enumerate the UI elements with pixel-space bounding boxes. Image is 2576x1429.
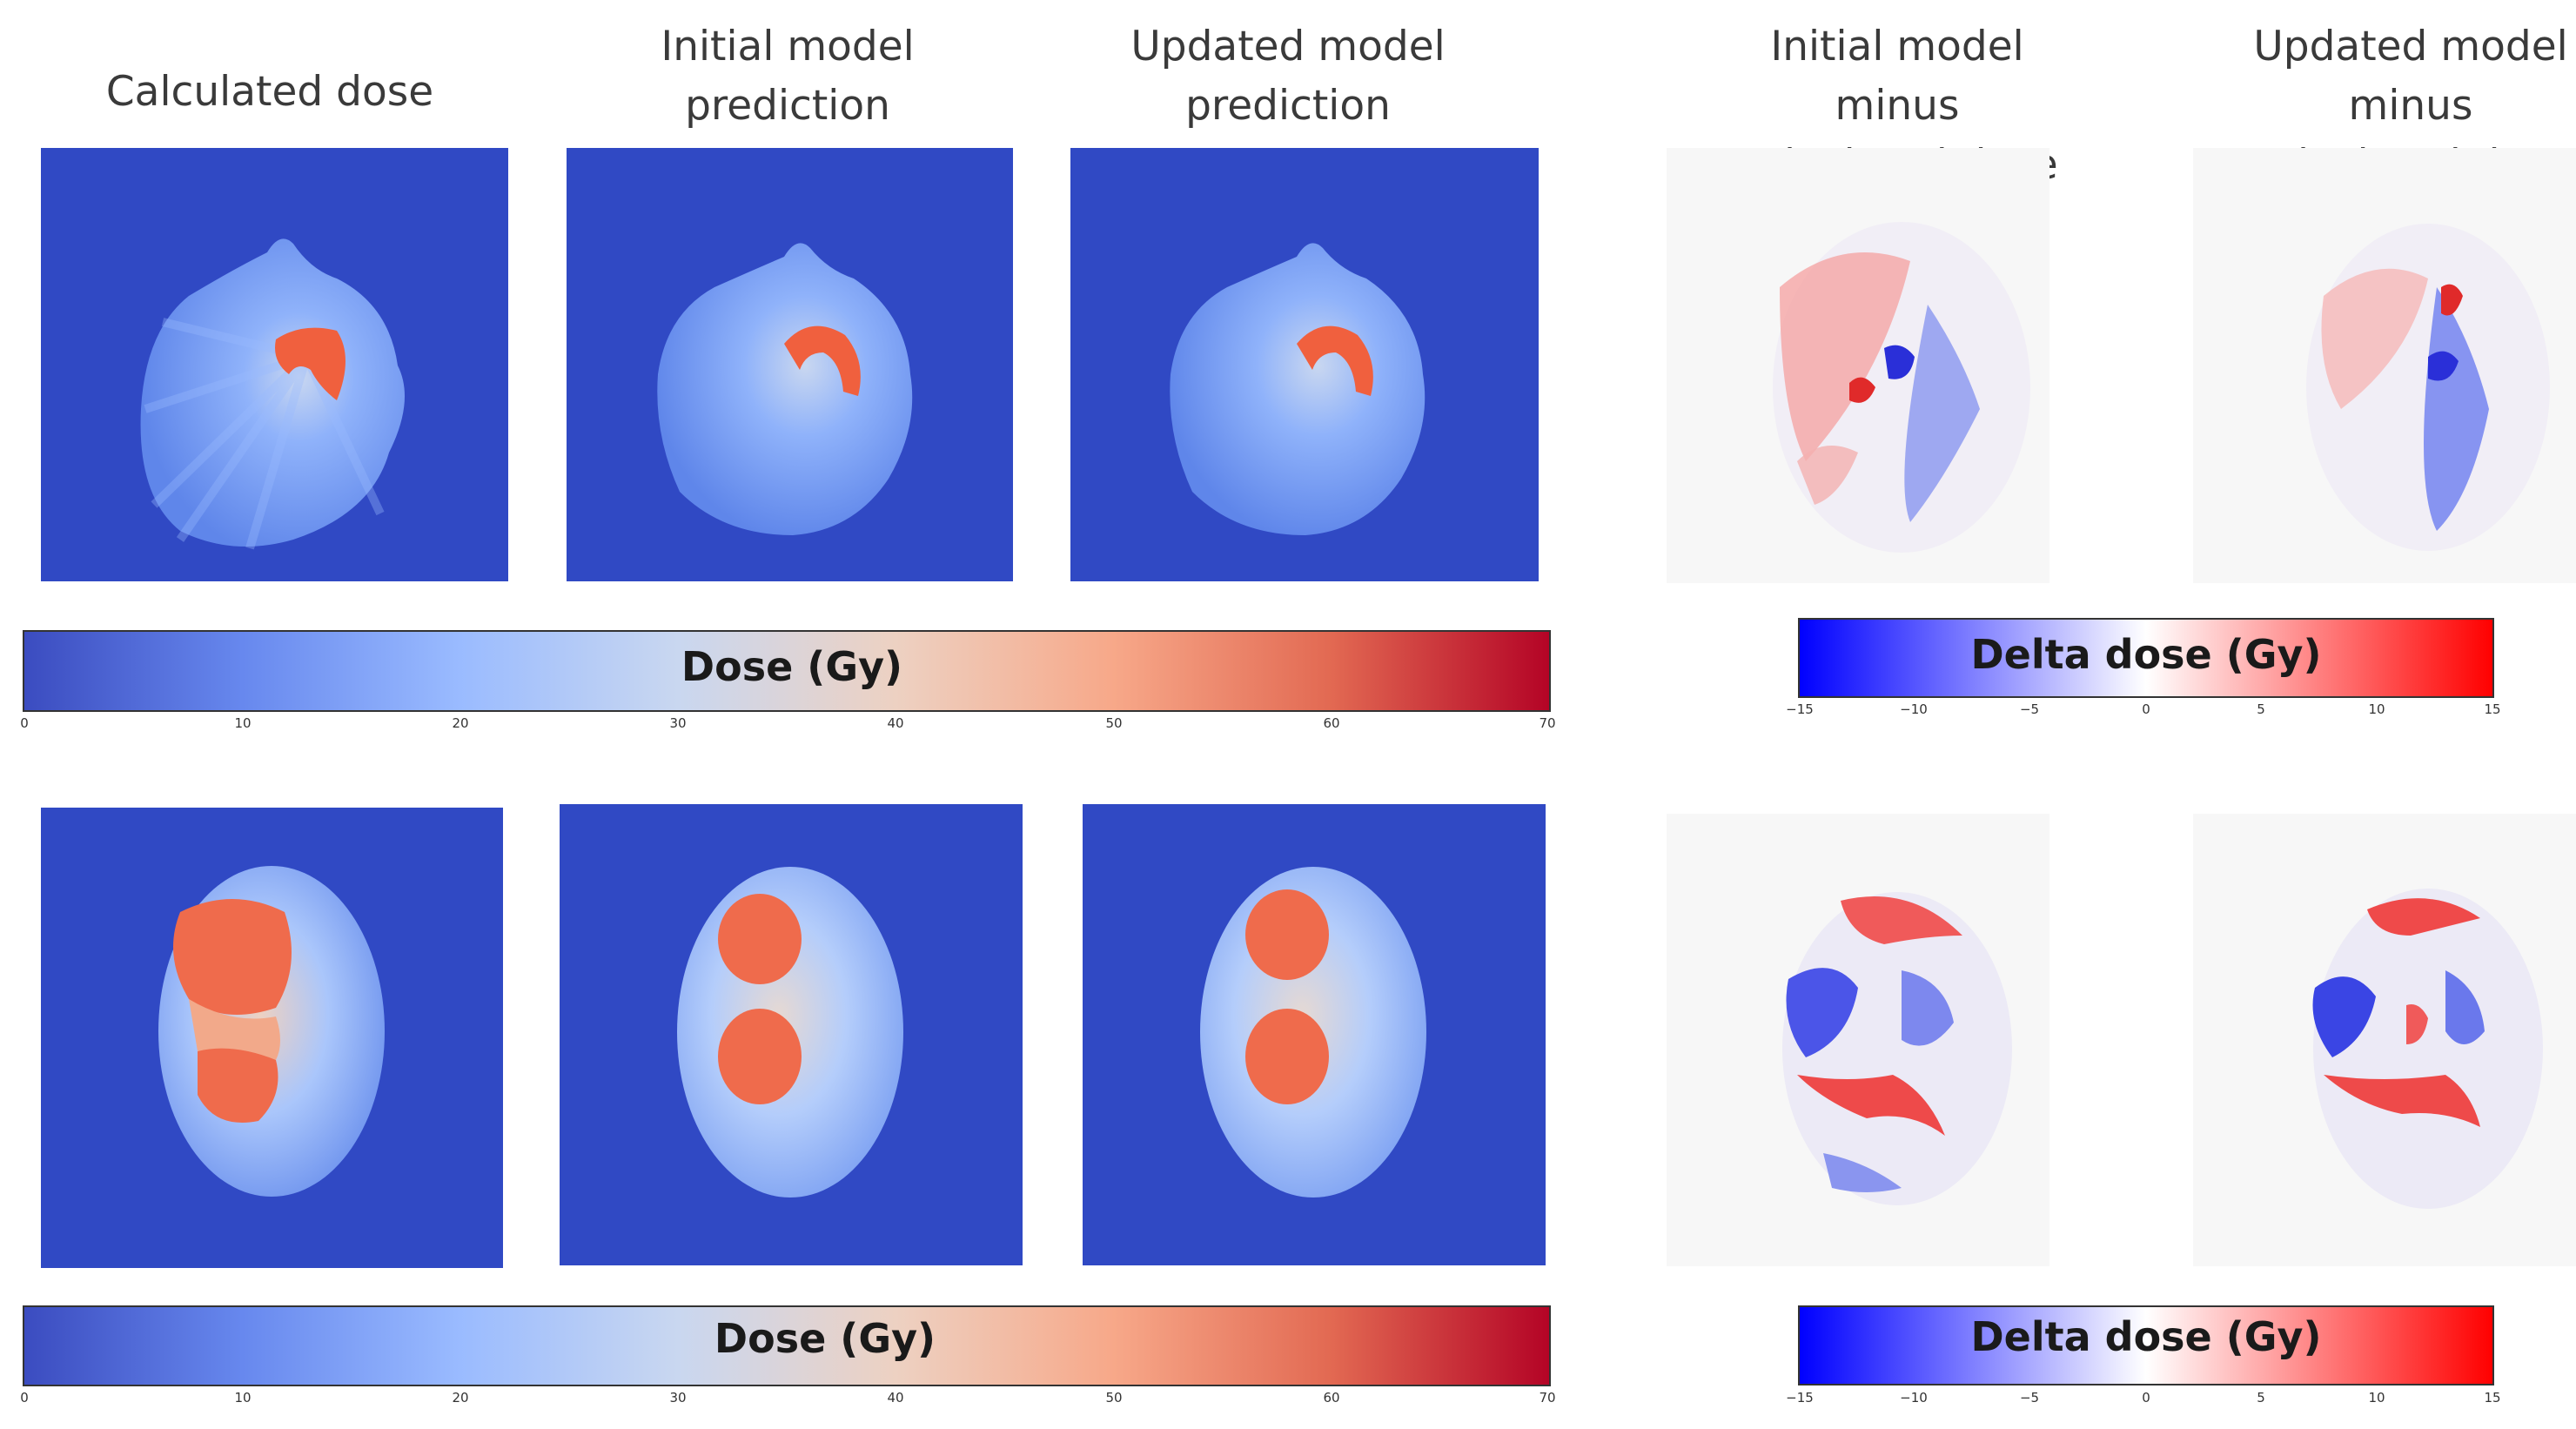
dose-tick: 70 [1539, 1390, 1556, 1406]
delta-colorbar-row1 [1798, 618, 2494, 698]
dose-tick: 30 [669, 715, 687, 731]
delta-tick: −5 [2019, 1390, 2040, 1406]
delta-tick: 0 [2142, 701, 2150, 717]
dose-colorbar-row2 [23, 1305, 1551, 1386]
delta-tick: 10 [2368, 701, 2385, 717]
delta-tick: 15 [2484, 701, 2501, 717]
title-updated-prediction: Updated model prediction [1130, 23, 1446, 130]
delta-colorbar-label-row2: Delta dose (Gy) [1970, 1313, 2322, 1360]
dose-tick: 50 [1105, 715, 1123, 731]
delta-tick: 5 [2257, 701, 2265, 717]
dose-map-updated-row2 [1083, 804, 1546, 1265]
dose-tick: 0 [20, 715, 29, 731]
delta-tick: −10 [1900, 1390, 1928, 1406]
dose-map-calculated-row2 [41, 808, 503, 1268]
delta-map-updated-row2 [2193, 814, 2576, 1266]
dose-tick: 40 [887, 1390, 904, 1406]
delta-colorbar-row2 [1798, 1305, 2494, 1385]
dose-colorbar-row1 [23, 630, 1551, 712]
delta-tick: −15 [1786, 701, 1814, 717]
dose-colorbar-label-row1: Dose (Gy) [681, 643, 903, 690]
dose-tick: 60 [1323, 1390, 1340, 1406]
dose-tick: 60 [1323, 715, 1340, 731]
delta-tick: −15 [1786, 1390, 1814, 1406]
delta-map-initial-row2 [1667, 814, 2049, 1266]
dose-tick: 0 [20, 1390, 29, 1406]
dose-tick: 30 [669, 1390, 687, 1406]
delta-tick: −10 [1900, 701, 1928, 717]
delta-tick: 10 [2368, 1390, 2385, 1406]
dose-map-initial-row2 [560, 804, 1023, 1265]
dose-map-calculated-row1 [41, 148, 508, 581]
title-initial-prediction: Initial model prediction [661, 23, 915, 130]
dose-tick: 70 [1539, 715, 1556, 731]
dose-map-updated-row1 [1070, 148, 1539, 581]
dose-tick: 40 [887, 715, 904, 731]
title-calculated-dose: Calculated dose [105, 68, 434, 116]
dose-tick: 20 [452, 715, 469, 731]
delta-map-updated-row1 [2193, 148, 2576, 583]
dose-tick: 10 [234, 1390, 252, 1406]
delta-tick: −5 [2019, 701, 2040, 717]
dose-map-initial-row1 [567, 148, 1013, 581]
delta-map-initial-row1 [1667, 148, 2049, 583]
dose-tick: 50 [1105, 1390, 1123, 1406]
dose-colorbar-label-row2: Dose (Gy) [714, 1315, 936, 1362]
delta-tick: 5 [2257, 1390, 2265, 1406]
delta-tick: 15 [2484, 1390, 2501, 1406]
dose-tick: 20 [452, 1390, 469, 1406]
delta-colorbar-label-row1: Delta dose (Gy) [1970, 631, 2322, 678]
delta-tick: 0 [2142, 1390, 2150, 1406]
dose-tick: 10 [234, 715, 252, 731]
